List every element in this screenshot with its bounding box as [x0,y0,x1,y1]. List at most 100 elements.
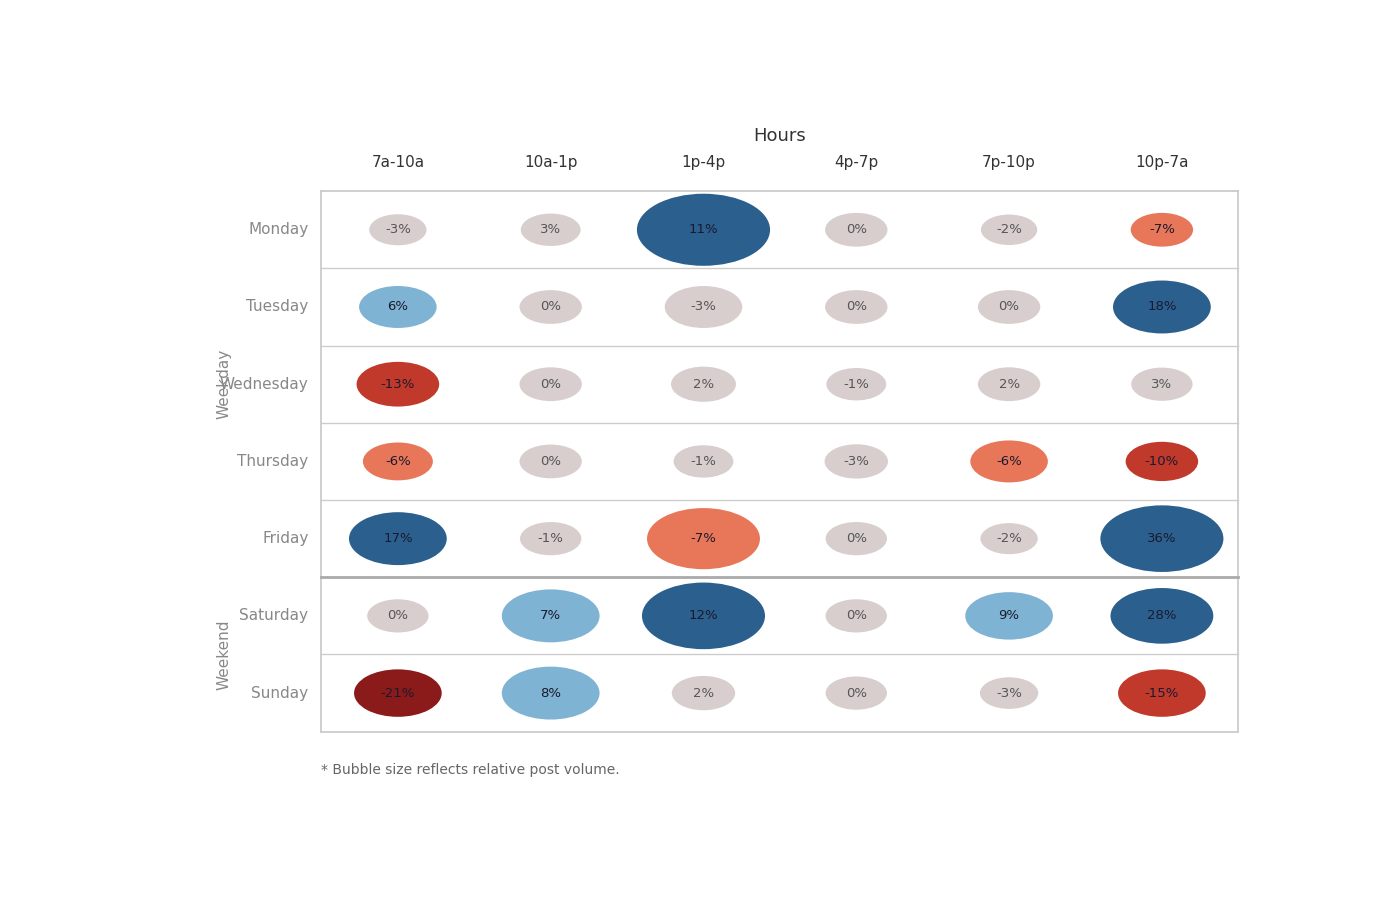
Text: 1p-4p: 1p-4p [682,156,725,170]
Ellipse shape [521,213,581,246]
Text: 2%: 2% [693,378,714,391]
Ellipse shape [980,678,1039,709]
Text: Weekday: Weekday [217,349,231,419]
Text: 10a-1p: 10a-1p [524,156,577,170]
Text: -21%: -21% [381,687,414,699]
Text: -15%: -15% [1145,687,1179,699]
Text: -1%: -1% [843,378,869,391]
Ellipse shape [358,286,437,328]
Text: 9%: 9% [998,609,1019,623]
Text: -2%: -2% [997,223,1022,237]
Ellipse shape [1110,588,1214,644]
Ellipse shape [965,592,1053,640]
Ellipse shape [977,367,1040,401]
Text: -6%: -6% [997,454,1022,468]
Text: 0%: 0% [846,532,867,545]
Text: * Bubble size reflects relative post volume.: * Bubble size reflects relative post vol… [322,763,620,777]
Ellipse shape [1119,670,1205,716]
Ellipse shape [643,582,764,649]
Text: 3%: 3% [1151,378,1172,391]
Text: 7%: 7% [540,609,561,623]
Ellipse shape [349,512,447,565]
Ellipse shape [672,676,735,710]
Ellipse shape [1126,442,1198,482]
Ellipse shape [825,290,888,324]
Text: 0%: 0% [846,223,867,237]
Text: 18%: 18% [1147,301,1176,313]
Ellipse shape [501,667,599,720]
Text: 7p-10p: 7p-10p [983,156,1036,170]
Ellipse shape [970,440,1047,482]
Text: 11%: 11% [689,223,718,237]
Ellipse shape [647,508,760,569]
Ellipse shape [1113,281,1211,334]
Text: Hours: Hours [753,127,806,145]
Ellipse shape [981,214,1037,245]
Text: 0%: 0% [998,301,1019,313]
Text: Monday: Monday [248,222,308,238]
Ellipse shape [367,599,428,633]
Text: 17%: 17% [384,532,413,545]
Text: -6%: -6% [385,454,410,468]
Ellipse shape [826,599,888,633]
Ellipse shape [671,366,736,401]
Text: -3%: -3% [385,223,410,237]
Text: 0%: 0% [388,609,409,623]
Text: 10p-7a: 10p-7a [1135,156,1189,170]
Text: 0%: 0% [846,687,867,699]
Ellipse shape [637,194,770,266]
Ellipse shape [826,522,888,555]
Text: -3%: -3% [997,687,1022,699]
Text: 0%: 0% [846,609,867,623]
Text: Tuesday: Tuesday [246,300,308,314]
Ellipse shape [501,590,599,643]
Ellipse shape [1100,505,1224,572]
Text: -7%: -7% [690,532,717,545]
Text: Saturday: Saturday [239,608,308,624]
Text: 6%: 6% [388,301,409,313]
Text: Thursday: Thursday [238,454,308,469]
Ellipse shape [519,445,582,478]
Text: -10%: -10% [1145,454,1179,468]
Ellipse shape [825,445,888,479]
Ellipse shape [1131,367,1193,400]
Text: 0%: 0% [846,301,867,313]
Text: 2%: 2% [998,378,1019,391]
Text: -7%: -7% [1149,223,1175,237]
Text: 36%: 36% [1147,532,1176,545]
Text: Wednesday: Wednesday [220,377,308,392]
Text: 0%: 0% [540,301,561,313]
Text: Friday: Friday [262,531,308,546]
Ellipse shape [826,677,888,710]
Ellipse shape [980,523,1037,554]
Ellipse shape [363,443,433,481]
Ellipse shape [977,290,1040,324]
Ellipse shape [825,213,888,247]
Ellipse shape [665,286,742,328]
Text: 0%: 0% [540,454,561,468]
Text: 7a-10a: 7a-10a [371,156,424,170]
Text: Sunday: Sunday [252,686,308,700]
Ellipse shape [370,214,427,246]
Text: 4p-7p: 4p-7p [834,156,878,170]
Text: -3%: -3% [843,454,869,468]
Text: -1%: -1% [538,532,564,545]
Ellipse shape [673,446,734,478]
Text: -1%: -1% [690,454,717,468]
Text: Weekend: Weekend [217,619,231,689]
Ellipse shape [354,670,442,716]
Text: 0%: 0% [540,378,561,391]
Ellipse shape [519,522,581,555]
Ellipse shape [1131,213,1193,247]
Ellipse shape [826,368,886,400]
Text: -3%: -3% [690,301,717,313]
Text: 2%: 2% [693,687,714,699]
Text: -13%: -13% [381,378,414,391]
Text: 12%: 12% [689,609,718,623]
Text: 3%: 3% [540,223,561,237]
Text: 28%: 28% [1147,609,1176,623]
Text: 8%: 8% [540,687,561,699]
Text: -2%: -2% [997,532,1022,545]
Ellipse shape [519,367,582,401]
Ellipse shape [357,362,440,407]
